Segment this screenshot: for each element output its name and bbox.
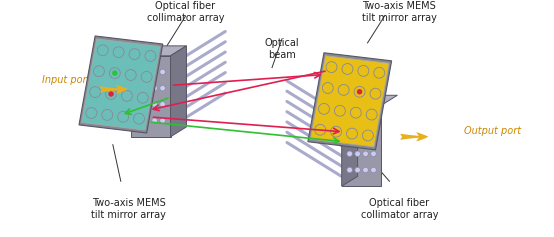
Circle shape — [113, 47, 124, 58]
Circle shape — [144, 69, 150, 75]
Circle shape — [347, 135, 352, 140]
Polygon shape — [171, 46, 187, 137]
Circle shape — [354, 86, 365, 97]
Circle shape — [129, 49, 140, 59]
Polygon shape — [81, 39, 160, 130]
Circle shape — [108, 91, 114, 97]
Circle shape — [86, 108, 97, 118]
Polygon shape — [342, 95, 397, 105]
Circle shape — [374, 67, 384, 78]
Circle shape — [144, 85, 150, 91]
Circle shape — [90, 87, 101, 98]
Polygon shape — [131, 46, 187, 56]
Circle shape — [363, 118, 368, 124]
Circle shape — [358, 65, 369, 76]
Circle shape — [136, 118, 141, 123]
Text: Two-axis MEMS
tilt mirror array: Two-axis MEMS tilt mirror array — [91, 198, 166, 220]
Circle shape — [355, 167, 361, 173]
Circle shape — [117, 111, 129, 122]
Circle shape — [347, 167, 352, 173]
Circle shape — [362, 130, 373, 141]
Circle shape — [125, 69, 136, 80]
Circle shape — [371, 167, 376, 173]
Circle shape — [357, 89, 362, 95]
Circle shape — [347, 151, 352, 157]
Circle shape — [363, 135, 368, 140]
Text: Output port: Output port — [464, 126, 521, 136]
Circle shape — [145, 50, 156, 61]
Circle shape — [371, 151, 376, 157]
Circle shape — [160, 85, 165, 91]
Circle shape — [331, 126, 342, 137]
Circle shape — [319, 104, 330, 114]
Circle shape — [355, 118, 361, 124]
Circle shape — [347, 118, 352, 124]
Circle shape — [94, 66, 104, 77]
Text: Input port: Input port — [43, 75, 91, 86]
Circle shape — [160, 118, 165, 123]
Circle shape — [160, 69, 165, 75]
Text: Two-axis MEMS
tilt mirror array: Two-axis MEMS tilt mirror array — [362, 1, 437, 23]
Circle shape — [342, 64, 353, 74]
Circle shape — [335, 105, 345, 116]
Circle shape — [144, 102, 150, 107]
Circle shape — [109, 68, 120, 78]
Circle shape — [355, 135, 361, 140]
Polygon shape — [342, 105, 382, 186]
Circle shape — [350, 107, 361, 118]
Circle shape — [136, 85, 141, 91]
Circle shape — [347, 128, 357, 139]
Circle shape — [363, 167, 368, 173]
Circle shape — [160, 102, 165, 107]
Circle shape — [136, 102, 141, 107]
Circle shape — [363, 151, 368, 157]
Circle shape — [152, 118, 157, 123]
Circle shape — [102, 109, 112, 120]
Circle shape — [371, 118, 376, 124]
Circle shape — [370, 88, 381, 99]
Circle shape — [137, 92, 148, 103]
Circle shape — [144, 118, 150, 123]
Circle shape — [98, 45, 108, 56]
Circle shape — [355, 151, 361, 157]
Circle shape — [338, 84, 349, 95]
Circle shape — [322, 82, 334, 93]
Circle shape — [134, 113, 145, 124]
Polygon shape — [131, 56, 171, 137]
Circle shape — [366, 109, 377, 120]
Polygon shape — [308, 53, 392, 150]
Polygon shape — [310, 56, 389, 147]
Circle shape — [152, 85, 157, 91]
Circle shape — [326, 62, 337, 73]
Polygon shape — [79, 36, 163, 133]
Text: Optical fiber
collimator array: Optical fiber collimator array — [361, 198, 438, 220]
Circle shape — [152, 69, 157, 75]
Circle shape — [106, 89, 116, 100]
Circle shape — [315, 124, 326, 135]
Circle shape — [141, 71, 152, 82]
Circle shape — [112, 70, 117, 76]
Text: Optical fiber
collimator array: Optical fiber collimator array — [147, 1, 224, 23]
Polygon shape — [342, 95, 357, 186]
Circle shape — [136, 69, 141, 75]
Circle shape — [121, 91, 132, 101]
Circle shape — [371, 135, 376, 140]
Circle shape — [152, 102, 157, 107]
Text: Optical
beam: Optical beam — [265, 38, 299, 59]
